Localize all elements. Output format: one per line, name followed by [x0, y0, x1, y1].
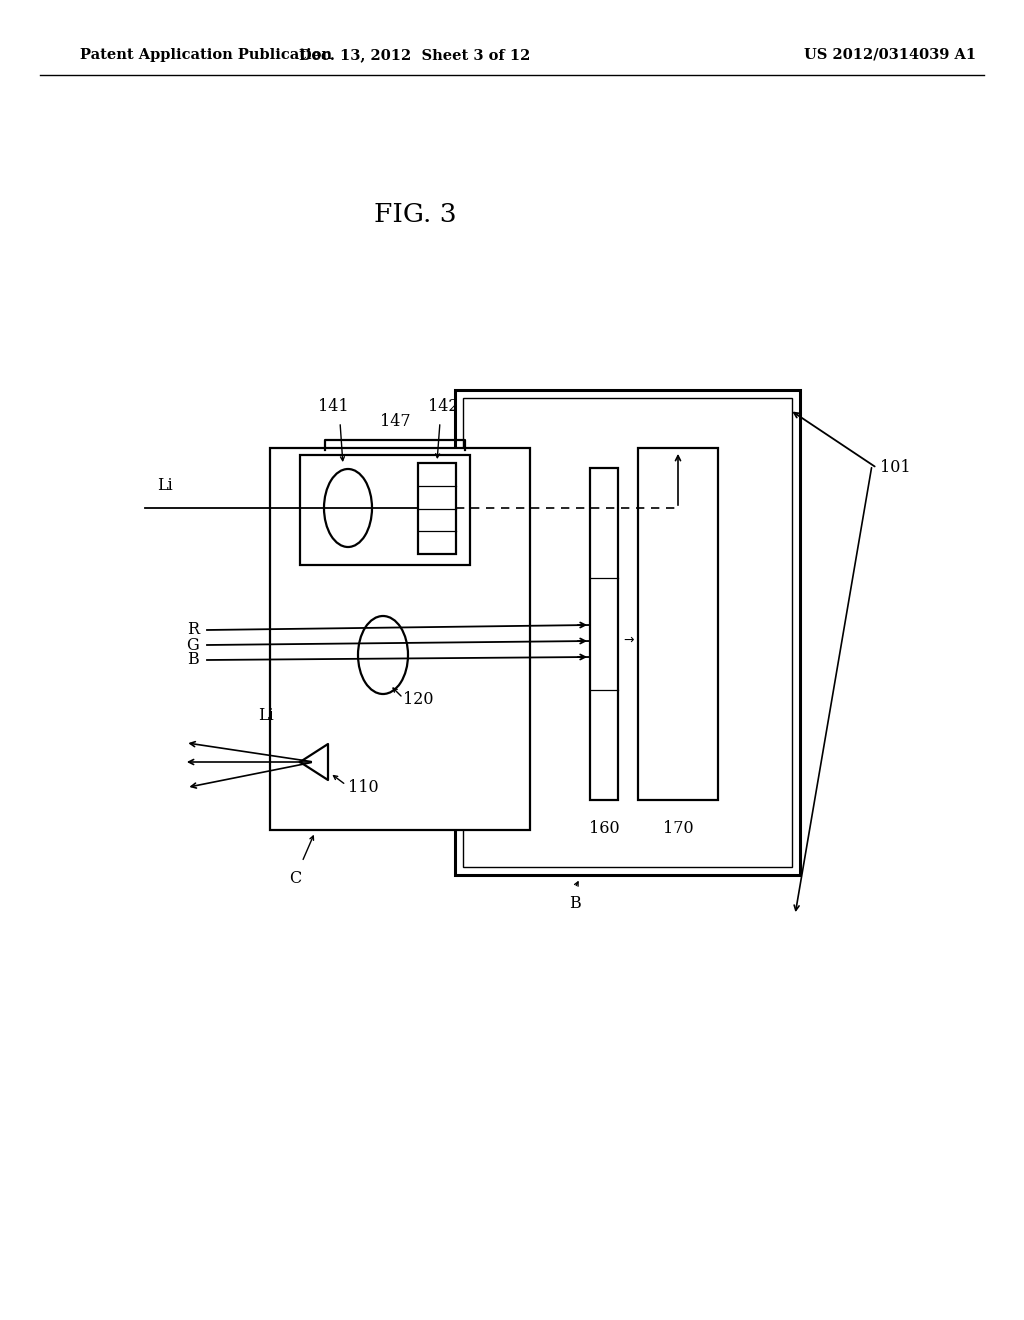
Text: 120: 120: [403, 692, 433, 709]
Bar: [590, 469, 618, 800]
Text: FIG. 3: FIG. 3: [374, 202, 457, 227]
Text: US 2012/0314039 A1: US 2012/0314039 A1: [804, 48, 976, 62]
Bar: [638, 447, 718, 800]
Text: R: R: [186, 622, 199, 639]
Text: G: G: [186, 636, 199, 653]
Text: 170: 170: [663, 820, 693, 837]
Text: B: B: [187, 652, 199, 668]
Text: 160: 160: [589, 820, 620, 837]
Bar: [463, 399, 792, 867]
Polygon shape: [300, 744, 328, 780]
Bar: [270, 447, 530, 830]
Text: Li: Li: [258, 706, 273, 723]
Text: Patent Application Publication: Patent Application Publication: [80, 48, 332, 62]
Ellipse shape: [324, 469, 372, 546]
Text: 141: 141: [317, 399, 348, 414]
Text: 147: 147: [380, 413, 411, 430]
Text: 142: 142: [428, 399, 459, 414]
Text: B: B: [569, 895, 581, 912]
Bar: [300, 455, 470, 565]
Text: Li: Li: [157, 477, 173, 494]
Bar: [455, 389, 800, 875]
Bar: [418, 463, 456, 554]
Ellipse shape: [358, 616, 408, 694]
Text: Dec. 13, 2012  Sheet 3 of 12: Dec. 13, 2012 Sheet 3 of 12: [299, 48, 530, 62]
Text: C: C: [289, 870, 301, 887]
Text: →: →: [623, 634, 634, 647]
Text: 101: 101: [880, 459, 910, 477]
Text: 110: 110: [348, 779, 379, 796]
